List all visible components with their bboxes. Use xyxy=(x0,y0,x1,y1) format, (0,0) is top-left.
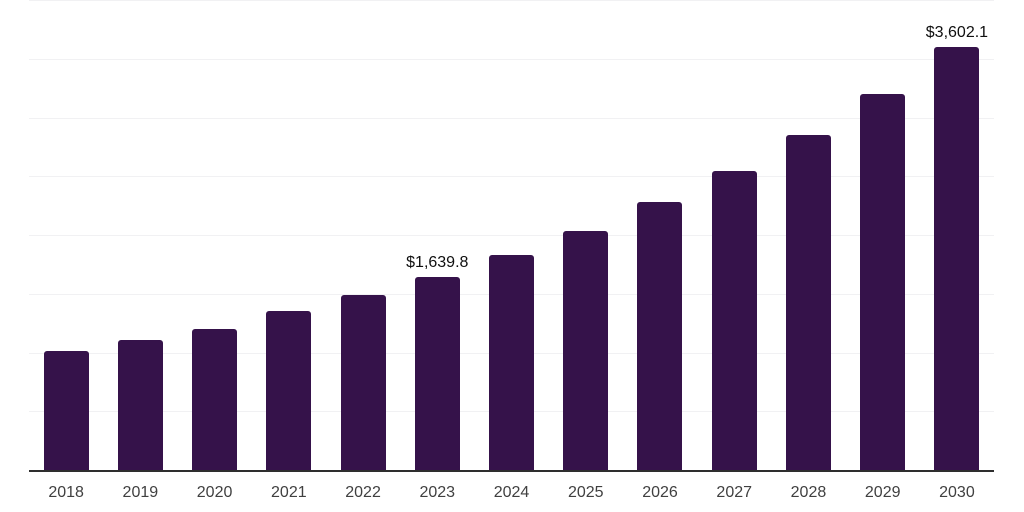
plot-area: $1,639.8 $3,602.1 xyxy=(29,0,994,472)
bar xyxy=(637,201,683,470)
x-tick-label: 2030 xyxy=(939,484,975,501)
bar-slot xyxy=(177,0,251,470)
x-tick-label: 2018 xyxy=(48,484,84,501)
bar-slot: $3,602.1 xyxy=(920,0,994,470)
bar xyxy=(934,46,980,470)
bar-slot xyxy=(326,0,400,470)
bar xyxy=(860,93,906,470)
x-tick-label: 2023 xyxy=(419,484,456,501)
bar xyxy=(117,339,163,470)
x-tick-label: 2019 xyxy=(122,484,159,501)
x-tick-label: 2021 xyxy=(271,484,307,501)
x-tick-label: 2025 xyxy=(567,484,604,501)
bar-slot xyxy=(771,0,845,470)
bar xyxy=(414,277,460,470)
bar-slot xyxy=(103,0,177,470)
bar-value-label: $1,639.8 xyxy=(406,254,469,272)
bar-slot xyxy=(623,0,697,470)
bar xyxy=(192,329,238,470)
gridline xyxy=(29,0,994,1)
x-tick-label: 2026 xyxy=(642,484,678,501)
x-tick-label: 2029 xyxy=(864,484,901,501)
bar-slot xyxy=(697,0,771,470)
x-tick-label: 2020 xyxy=(196,484,233,501)
gridline xyxy=(29,235,994,236)
bar-value-label: $3,602.1 xyxy=(925,23,989,41)
bar xyxy=(340,295,386,470)
x-axis-line xyxy=(29,470,994,472)
bar-slot xyxy=(252,0,326,470)
bar xyxy=(489,255,535,470)
gridline xyxy=(29,117,994,119)
bar-slot xyxy=(549,0,623,470)
bar xyxy=(266,311,312,470)
bar-slot xyxy=(29,0,103,470)
x-tick-label: 2022 xyxy=(345,484,381,501)
bar-slot xyxy=(846,0,920,470)
bar xyxy=(785,135,831,470)
bar-slot: $1,639.8 xyxy=(400,0,474,470)
x-axis-tick-labels: 2018 2019 2020 2021 2022 2023 2024 2025 2026 2027… xyxy=(29,472,994,512)
bar xyxy=(563,230,609,470)
gridline xyxy=(29,58,994,60)
bar-series: $1,639.8 $3,602.1 xyxy=(29,0,994,470)
x-tick-label: 2028 xyxy=(790,484,827,501)
bar xyxy=(43,351,89,470)
x-tick-label: 2027 xyxy=(716,484,753,501)
gridline xyxy=(29,176,994,178)
x-tick-label: 2024 xyxy=(493,484,530,501)
bar-slot xyxy=(474,0,548,470)
bar xyxy=(711,170,757,470)
